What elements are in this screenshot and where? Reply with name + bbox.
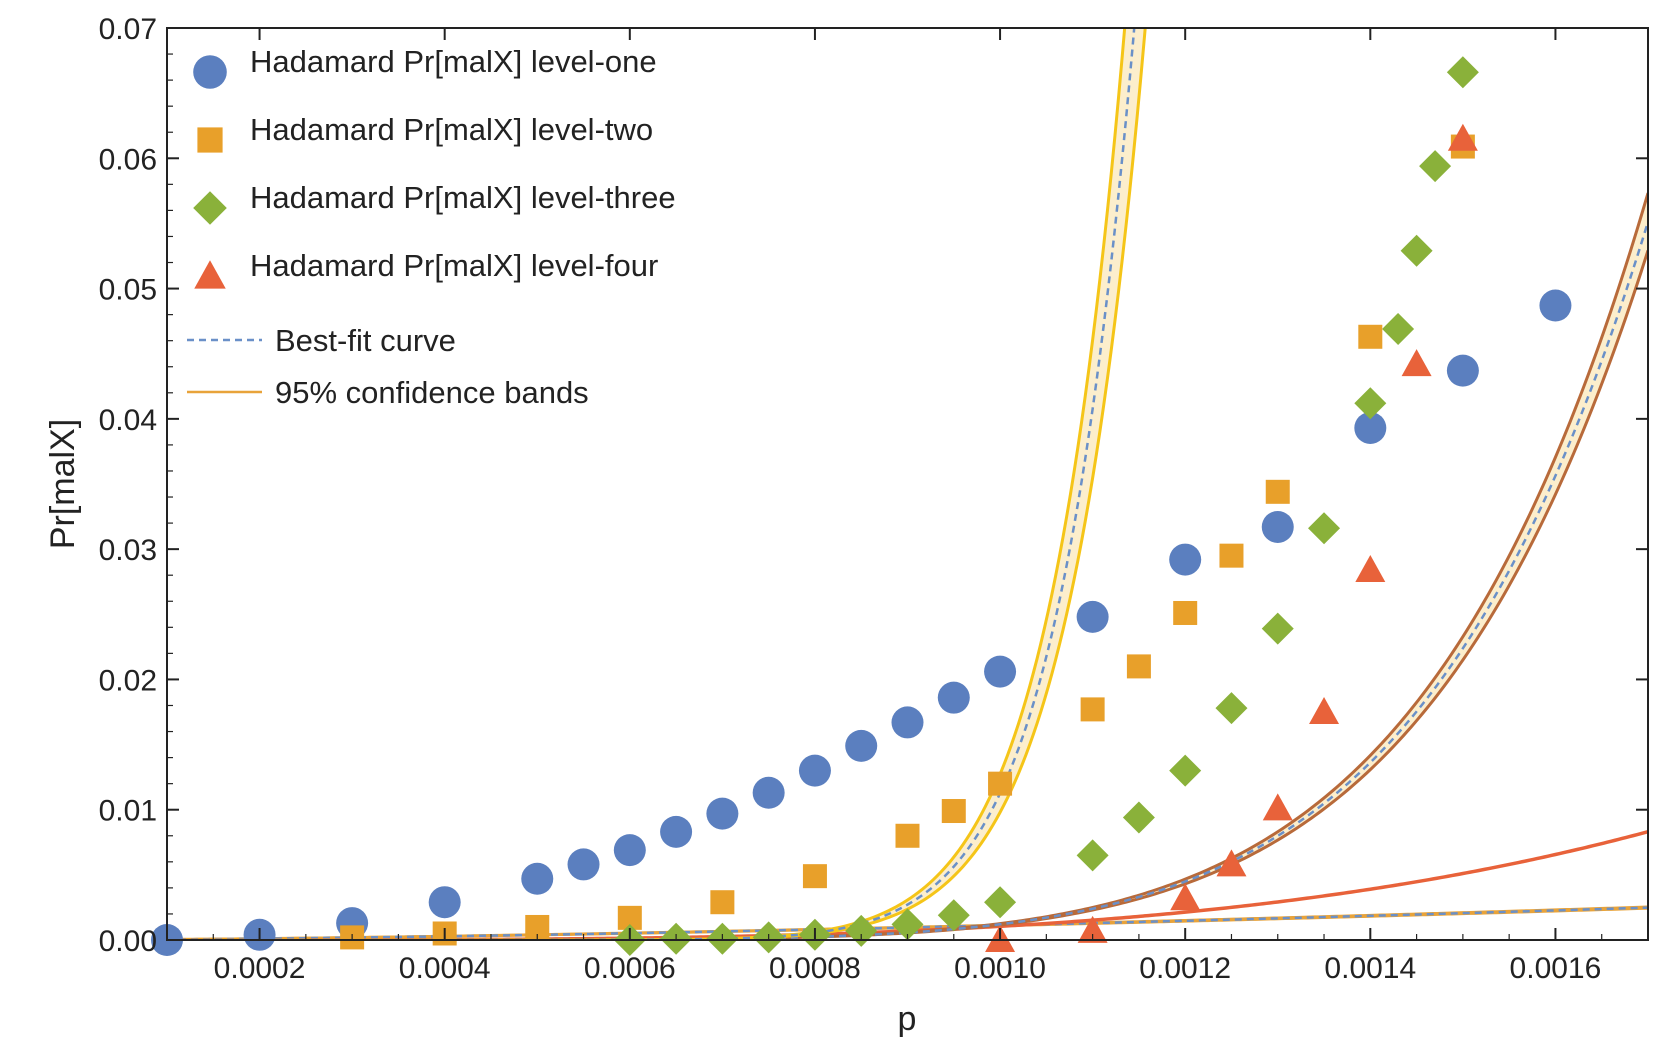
x-tick-label: 0.0012 bbox=[1139, 952, 1231, 985]
data-point-circle bbox=[1446, 354, 1479, 387]
y-tick-label: 0.03 bbox=[99, 534, 157, 567]
legend-symbol-square bbox=[197, 127, 223, 153]
legend-label: Hadamard Pr[malX] level-three bbox=[250, 180, 676, 215]
data-point-square bbox=[895, 823, 920, 848]
x-tick-label: 0.0004 bbox=[399, 952, 491, 985]
data-point-diamond bbox=[1419, 150, 1452, 183]
data-point-diamond bbox=[1308, 512, 1341, 545]
data-point-circle bbox=[1354, 411, 1387, 444]
data-point-diamond bbox=[1446, 56, 1479, 89]
data-point-circle bbox=[1169, 543, 1202, 576]
data-point-square bbox=[1219, 543, 1244, 568]
data-point-square bbox=[1173, 600, 1198, 625]
best-fit-curve bbox=[167, 906, 1648, 940]
data-point-triangle bbox=[1309, 697, 1340, 724]
y-tick-label: 0.00 bbox=[99, 925, 157, 958]
data-point-square bbox=[1265, 479, 1290, 504]
data-points-layer bbox=[151, 56, 1572, 956]
data-point-diamond bbox=[984, 886, 1017, 919]
data-point-circle bbox=[567, 848, 600, 881]
legend-symbol-diamond bbox=[193, 191, 227, 225]
data-point-circle bbox=[1261, 510, 1294, 543]
x-tick-label: 0.0016 bbox=[1510, 952, 1602, 985]
data-point-circle bbox=[891, 706, 924, 739]
data-point-triangle bbox=[1170, 883, 1201, 911]
x-tick-label: 0.0006 bbox=[584, 952, 676, 985]
data-point-circle bbox=[1539, 289, 1572, 322]
data-point-circle bbox=[798, 754, 831, 787]
data-point-triangle bbox=[1077, 915, 1108, 943]
data-point-diamond bbox=[1354, 387, 1387, 420]
data-point-diamond bbox=[1169, 754, 1202, 787]
data-point-square bbox=[710, 890, 735, 915]
data-point-diamond bbox=[1261, 612, 1294, 645]
data-point-circle bbox=[428, 886, 461, 919]
data-point-circle bbox=[1076, 600, 1109, 633]
data-point-diamond bbox=[845, 914, 878, 947]
axis-ticks-layer: 0.0002 0.0004 0.0006 0.0008 0.0010 0.0012 0.00… bbox=[99, 13, 1649, 985]
data-point-diamond bbox=[1122, 801, 1155, 834]
legend-symbol-circle bbox=[193, 55, 227, 89]
data-point-square bbox=[988, 771, 1013, 796]
y-axis-title: Pr[malX] bbox=[44, 419, 82, 549]
legend-label: 95% confidence bands bbox=[275, 375, 589, 410]
data-point-triangle bbox=[1447, 123, 1478, 151]
data-point-triangle bbox=[1262, 793, 1293, 821]
data-point-triangle bbox=[1216, 849, 1247, 877]
data-point-diamond bbox=[1400, 234, 1433, 267]
y-tick-label: 0.07 bbox=[99, 13, 157, 46]
legend-label: Hadamard Pr[malX] level-one bbox=[250, 44, 657, 79]
x-tick-label: 0.0008 bbox=[769, 952, 861, 985]
confidence-band-upper bbox=[167, 28, 1127, 940]
data-point-diamond bbox=[1215, 692, 1248, 725]
data-point-square bbox=[1080, 697, 1105, 722]
x-tick-label: 0.0014 bbox=[1324, 952, 1416, 985]
data-point-diamond bbox=[1076, 839, 1109, 872]
data-point-diamond bbox=[937, 899, 970, 932]
legend-label: Best-fit curve bbox=[275, 323, 456, 358]
data-point-circle bbox=[521, 862, 554, 895]
legend-label: Hadamard Pr[malX] level-four bbox=[250, 248, 658, 283]
data-point-triangle bbox=[1401, 349, 1432, 377]
y-tick-label: 0.02 bbox=[99, 664, 157, 697]
legend: Hadamard Pr[malX] level-one Hadamard Pr[m… bbox=[187, 44, 676, 410]
x-axis-title: p bbox=[898, 1000, 917, 1038]
data-point-circle bbox=[752, 776, 785, 809]
data-point-square bbox=[1126, 654, 1151, 679]
y-tick-label: 0.06 bbox=[99, 143, 157, 176]
y-tick-label: 0.05 bbox=[99, 274, 157, 307]
x-tick-label: 0.0010 bbox=[954, 952, 1046, 985]
legend-label: Hadamard Pr[malX] level-two bbox=[250, 112, 653, 147]
best-fit-curve bbox=[167, 28, 1136, 940]
y-tick-label: 0.04 bbox=[99, 404, 157, 437]
data-point-diamond bbox=[891, 908, 924, 941]
data-point-circle bbox=[660, 815, 693, 848]
legend-symbol-triangle bbox=[194, 260, 226, 289]
data-point-circle bbox=[613, 834, 646, 867]
data-point-circle bbox=[845, 729, 878, 762]
data-point-square bbox=[802, 864, 827, 889]
data-point-diamond bbox=[1382, 312, 1415, 345]
data-point-square bbox=[1358, 324, 1383, 349]
data-point-circle bbox=[937, 681, 970, 714]
data-point-square bbox=[941, 799, 966, 824]
data-point-circle bbox=[706, 797, 739, 830]
data-point-circle bbox=[984, 655, 1017, 688]
x-tick-label: 0.0002 bbox=[214, 952, 306, 985]
y-tick-label: 0.01 bbox=[99, 795, 157, 828]
data-point-triangle bbox=[1355, 554, 1386, 582]
